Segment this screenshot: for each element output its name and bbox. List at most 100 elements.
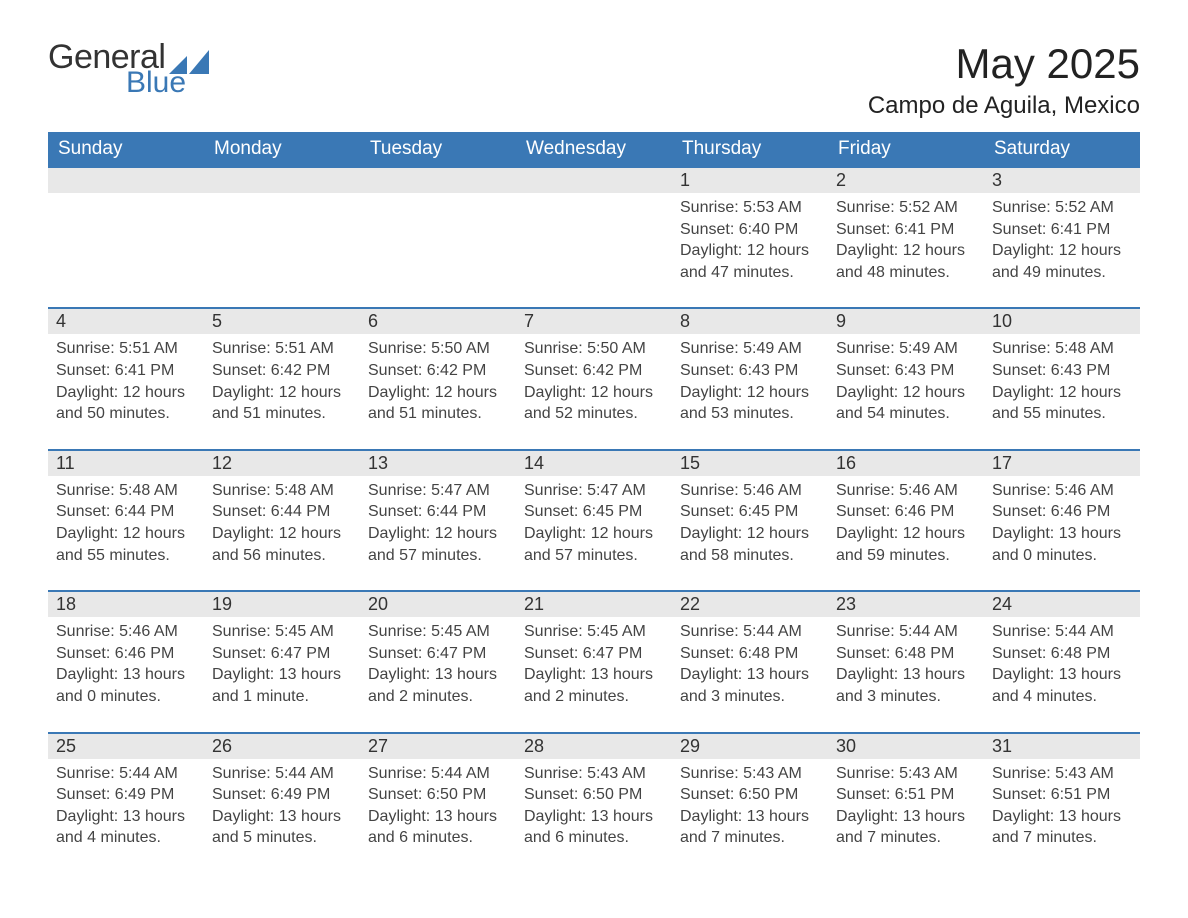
day-detail: Sunrise: 5:53 AMSunset: 6:40 PMDaylight:… bbox=[672, 193, 828, 307]
daylight-label: Daylight: bbox=[680, 525, 747, 542]
day-detail: Sunrise: 5:45 AMSunset: 6:47 PMDaylight:… bbox=[360, 617, 516, 731]
calendar-day-cell: 27Sunrise: 5:44 AMSunset: 6:50 PMDayligh… bbox=[360, 733, 516, 873]
daylight-label: Daylight: bbox=[680, 242, 747, 259]
daylight: Daylight: 12 hours and 55 minutes. bbox=[56, 523, 196, 566]
sunset-value: 6:43 PM bbox=[739, 362, 799, 379]
sunrise: Sunrise: 5:52 AM bbox=[992, 197, 1132, 219]
daylight-label: Daylight: bbox=[836, 808, 903, 825]
sunset-value: 6:42 PM bbox=[271, 362, 331, 379]
daylight-label: Daylight: bbox=[836, 666, 903, 683]
calendar-day-cell: 29Sunrise: 5:43 AMSunset: 6:50 PMDayligh… bbox=[672, 733, 828, 873]
sunrise-label: Sunrise: bbox=[680, 199, 743, 216]
calendar-week-row: 18Sunrise: 5:46 AMSunset: 6:46 PMDayligh… bbox=[48, 591, 1140, 732]
sunset: Sunset: 6:50 PM bbox=[368, 784, 508, 806]
daylight-label: Daylight: bbox=[992, 525, 1059, 542]
sunset-label: Sunset: bbox=[992, 221, 1051, 238]
sunrise-value: 5:44 AM bbox=[899, 623, 958, 640]
sunrise-label: Sunrise: bbox=[836, 340, 899, 357]
sunrise: Sunrise: 5:44 AM bbox=[992, 621, 1132, 643]
sunset-value: 6:46 PM bbox=[115, 645, 175, 662]
sunset-label: Sunset: bbox=[212, 645, 271, 662]
calendar-day-cell: 5Sunrise: 5:51 AMSunset: 6:42 PMDaylight… bbox=[204, 308, 360, 449]
calendar-empty-cell bbox=[360, 167, 516, 308]
day-detail: Sunrise: 5:44 AMSunset: 6:50 PMDaylight:… bbox=[360, 759, 516, 873]
sunrise-label: Sunrise: bbox=[992, 199, 1055, 216]
calendar-day-cell: 17Sunrise: 5:46 AMSunset: 6:46 PMDayligh… bbox=[984, 450, 1140, 591]
day-number: 12 bbox=[204, 451, 360, 476]
daylight-label: Daylight: bbox=[56, 808, 123, 825]
sunrise-label: Sunrise: bbox=[368, 340, 431, 357]
day-number: 6 bbox=[360, 309, 516, 334]
day-number: 17 bbox=[984, 451, 1140, 476]
day-number: 15 bbox=[672, 451, 828, 476]
day-detail: Sunrise: 5:46 AMSunset: 6:46 PMDaylight:… bbox=[828, 476, 984, 590]
sunset-label: Sunset: bbox=[212, 786, 271, 803]
sunrise-value: 5:43 AM bbox=[899, 765, 958, 782]
sunset-label: Sunset: bbox=[56, 645, 115, 662]
sunrise-value: 5:50 AM bbox=[587, 340, 646, 357]
weekday-header: Saturday bbox=[984, 132, 1140, 167]
sunset-label: Sunset: bbox=[368, 362, 427, 379]
daylight-label: Daylight: bbox=[992, 384, 1059, 401]
sunrise-value: 5:46 AM bbox=[119, 623, 178, 640]
day-detail: Sunrise: 5:43 AMSunset: 6:51 PMDaylight:… bbox=[984, 759, 1140, 873]
daylight-label: Daylight: bbox=[992, 808, 1059, 825]
sunrise-label: Sunrise: bbox=[680, 623, 743, 640]
sunset-value: 6:42 PM bbox=[583, 362, 643, 379]
sunset-label: Sunset: bbox=[992, 645, 1051, 662]
day-detail: Sunrise: 5:43 AMSunset: 6:51 PMDaylight:… bbox=[828, 759, 984, 873]
day-detail: Sunrise: 5:48 AMSunset: 6:43 PMDaylight:… bbox=[984, 334, 1140, 448]
sunset-label: Sunset: bbox=[680, 221, 739, 238]
sunset-label: Sunset: bbox=[836, 786, 895, 803]
sunset: Sunset: 6:42 PM bbox=[524, 360, 664, 382]
sunset-value: 6:48 PM bbox=[739, 645, 799, 662]
sunset: Sunset: 6:46 PM bbox=[836, 501, 976, 523]
sunset: Sunset: 6:42 PM bbox=[212, 360, 352, 382]
sunrise: Sunrise: 5:46 AM bbox=[992, 480, 1132, 502]
sunset-value: 6:44 PM bbox=[427, 503, 487, 520]
daylight: Daylight: 12 hours and 57 minutes. bbox=[368, 523, 508, 566]
sunrise-value: 5:48 AM bbox=[1055, 340, 1114, 357]
calendar-day-cell: 3Sunrise: 5:52 AMSunset: 6:41 PMDaylight… bbox=[984, 167, 1140, 308]
sunrise-label: Sunrise: bbox=[680, 340, 743, 357]
daylight: Daylight: 13 hours and 2 minutes. bbox=[368, 664, 508, 707]
weekday-header: Monday bbox=[204, 132, 360, 167]
day-number bbox=[516, 168, 672, 193]
sunrise-value: 5:52 AM bbox=[899, 199, 958, 216]
calendar-day-cell: 4Sunrise: 5:51 AMSunset: 6:41 PMDaylight… bbox=[48, 308, 204, 449]
day-number: 8 bbox=[672, 309, 828, 334]
sunset: Sunset: 6:48 PM bbox=[680, 643, 820, 665]
sunrise: Sunrise: 5:48 AM bbox=[56, 480, 196, 502]
sunrise: Sunrise: 5:50 AM bbox=[368, 338, 508, 360]
sunrise: Sunrise: 5:45 AM bbox=[212, 621, 352, 643]
sunrise-value: 5:49 AM bbox=[899, 340, 958, 357]
day-number: 16 bbox=[828, 451, 984, 476]
sunset-value: 6:42 PM bbox=[427, 362, 487, 379]
daylight: Daylight: 13 hours and 6 minutes. bbox=[368, 806, 508, 849]
daylight: Daylight: 12 hours and 48 minutes. bbox=[836, 240, 976, 283]
sunrise: Sunrise: 5:48 AM bbox=[212, 480, 352, 502]
day-detail: Sunrise: 5:46 AMSunset: 6:46 PMDaylight:… bbox=[984, 476, 1140, 590]
calendar-day-cell: 2Sunrise: 5:52 AMSunset: 6:41 PMDaylight… bbox=[828, 167, 984, 308]
day-detail bbox=[360, 193, 516, 303]
logo-word-blue: Blue bbox=[126, 68, 209, 98]
sunrise-label: Sunrise: bbox=[212, 623, 275, 640]
daylight: Daylight: 12 hours and 52 minutes. bbox=[524, 382, 664, 425]
day-detail: Sunrise: 5:44 AMSunset: 6:48 PMDaylight:… bbox=[984, 617, 1140, 731]
calendar-day-cell: 30Sunrise: 5:43 AMSunset: 6:51 PMDayligh… bbox=[828, 733, 984, 873]
calendar-day-cell: 11Sunrise: 5:48 AMSunset: 6:44 PMDayligh… bbox=[48, 450, 204, 591]
sunset-value: 6:47 PM bbox=[427, 645, 487, 662]
day-number bbox=[204, 168, 360, 193]
weekday-header: Sunday bbox=[48, 132, 204, 167]
day-detail: Sunrise: 5:43 AMSunset: 6:50 PMDaylight:… bbox=[672, 759, 828, 873]
sunset: Sunset: 6:41 PM bbox=[56, 360, 196, 382]
day-number: 18 bbox=[48, 592, 204, 617]
calendar-day-cell: 28Sunrise: 5:43 AMSunset: 6:50 PMDayligh… bbox=[516, 733, 672, 873]
calendar-day-cell: 22Sunrise: 5:44 AMSunset: 6:48 PMDayligh… bbox=[672, 591, 828, 732]
day-number: 9 bbox=[828, 309, 984, 334]
sunset-label: Sunset: bbox=[680, 786, 739, 803]
sunrise-value: 5:43 AM bbox=[587, 765, 646, 782]
weekday-header-row: SundayMondayTuesdayWednesdayThursdayFrid… bbox=[48, 132, 1140, 167]
day-detail: Sunrise: 5:48 AMSunset: 6:44 PMDaylight:… bbox=[48, 476, 204, 590]
calendar-day-cell: 24Sunrise: 5:44 AMSunset: 6:48 PMDayligh… bbox=[984, 591, 1140, 732]
